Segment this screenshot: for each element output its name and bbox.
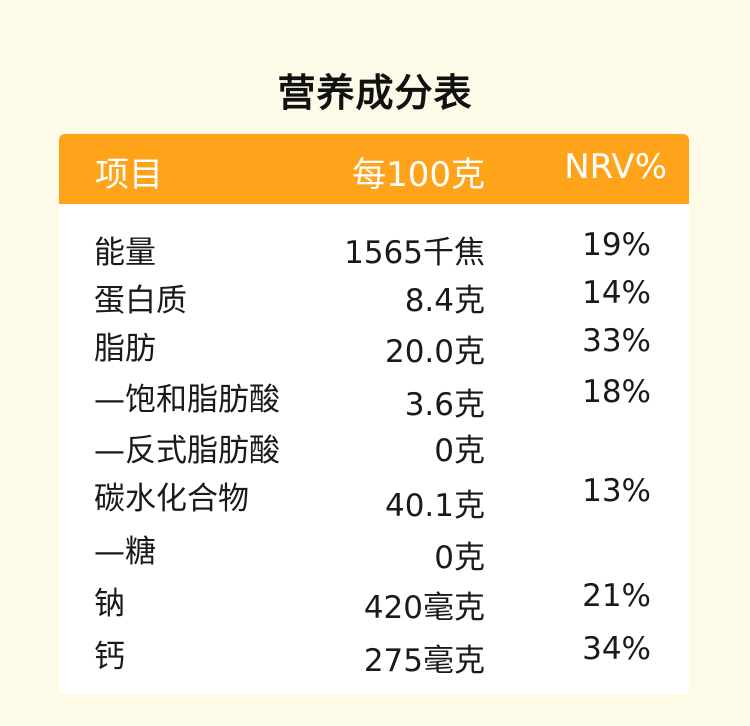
- header-per-100g: 每100克: [352, 155, 485, 195]
- nutrition-table: 项目 每100克 NRV% 能量 1565千焦 19% 蛋白质 8.4克 14%…: [59, 134, 689, 694]
- table-row: 碳水化合物 40.1克 13%: [59, 473, 689, 525]
- table-row: 脂肪 20.0克 33%: [59, 323, 689, 375]
- row-nrv: 18%: [582, 374, 651, 410]
- row-amount: 1565千焦: [344, 235, 485, 271]
- row-nrv: 21%: [582, 578, 651, 614]
- row-name: 钙: [94, 639, 125, 675]
- table-row: 钙 275毫克 34%: [59, 631, 689, 683]
- table-row: —饱和脂肪酸 3.6克 18%: [59, 374, 689, 426]
- row-nrv: 34%: [582, 631, 651, 667]
- table-row: —糖 0克: [59, 526, 689, 578]
- table-header: 项目 每100克 NRV%: [59, 134, 689, 204]
- row-amount: 40.1克: [384, 488, 485, 524]
- row-amount: 3.6克: [404, 387, 485, 423]
- row-name: —反式脂肪酸: [94, 433, 280, 469]
- table-row: —反式脂肪酸 0克: [59, 425, 689, 477]
- row-amount: 275毫克: [363, 643, 485, 679]
- row-name: —糖: [94, 534, 156, 570]
- row-name: —饱和脂肪酸: [94, 382, 280, 418]
- row-amount: 420毫克: [363, 590, 485, 626]
- row-nrv: 33%: [582, 323, 651, 359]
- table-row: 蛋白质 8.4克 14%: [59, 275, 689, 327]
- row-nrv: 13%: [582, 473, 651, 509]
- row-amount: 0克: [434, 540, 485, 576]
- row-nrv: 19%: [582, 227, 651, 263]
- row-name: 钠: [94, 586, 125, 622]
- header-item: 项目: [95, 155, 163, 195]
- row-name: 碳水化合物: [94, 481, 249, 517]
- row-amount: 8.4克: [404, 283, 485, 319]
- table-row: 钠 420毫克 21%: [59, 578, 689, 630]
- row-nrv: 14%: [582, 275, 651, 311]
- table-row: 能量 1565千焦 19%: [59, 227, 689, 279]
- row-amount: 0克: [434, 433, 485, 469]
- page-title: 营养成分表: [277, 71, 473, 115]
- row-name: 蛋白质: [94, 283, 187, 319]
- row-name: 能量: [94, 235, 156, 271]
- row-amount: 20.0克: [384, 334, 485, 370]
- header-nrv: NRV%: [564, 147, 667, 187]
- row-name: 脂肪: [94, 331, 156, 367]
